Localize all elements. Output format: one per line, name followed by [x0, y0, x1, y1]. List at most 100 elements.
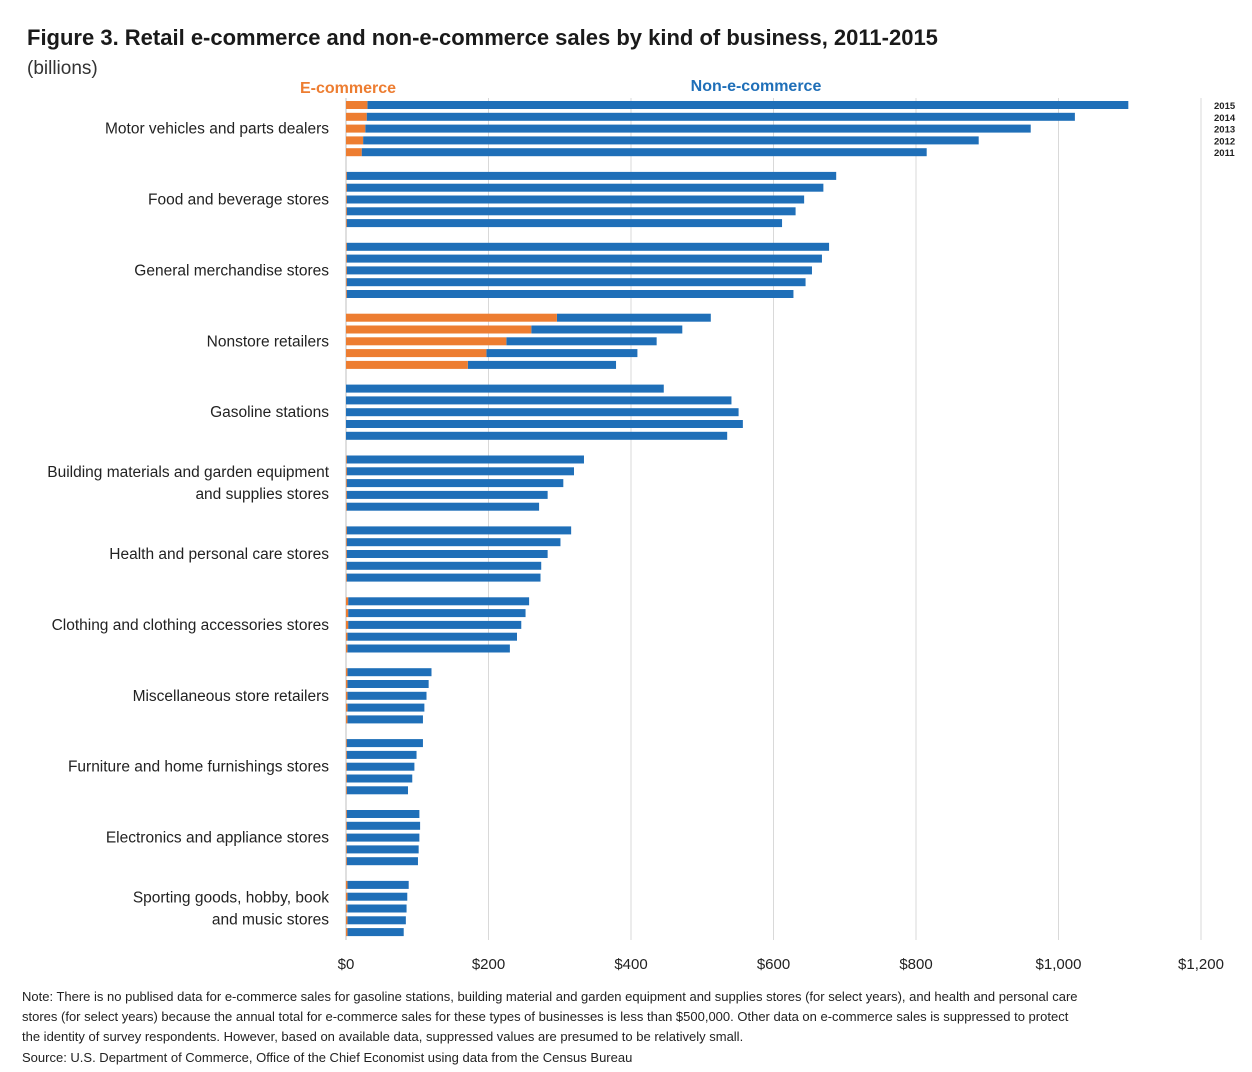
bar-ecommerce — [346, 479, 347, 488]
bar-non-ecommerce — [346, 550, 548, 558]
bar-ecommerce — [346, 550, 347, 558]
bar-non-ecommerce — [346, 833, 420, 842]
bar-non-ecommerce — [346, 254, 822, 263]
bar-non-ecommerce — [346, 384, 664, 393]
category-label: Clothing and clothing accessories stores — [52, 617, 330, 634]
x-tick-label: $1,200 — [1178, 956, 1224, 973]
year-label: 2015 — [1214, 101, 1236, 112]
bar-non-ecommerce — [346, 266, 812, 275]
bar-non-ecommerce — [346, 526, 572, 535]
bar-ecommerce — [346, 136, 364, 145]
bar-non-ecommerce — [348, 597, 530, 606]
bar-ecommerce — [346, 124, 366, 133]
bar-ecommerce — [346, 325, 532, 334]
bar-non-ecommerce — [367, 101, 1129, 109]
category-label: and music stores — [212, 912, 329, 929]
bar-ecommerce — [346, 750, 347, 759]
bar-ecommerce — [346, 620, 349, 629]
bar-ecommerce — [346, 242, 347, 251]
category-label: Food and beverage stores — [148, 192, 329, 209]
note: Note: There is no publised data for e-co… — [22, 989, 1078, 1044]
bar-ecommerce — [346, 668, 348, 677]
bar-non-ecommerce — [347, 904, 407, 913]
category-label: Gasoline stations — [210, 404, 329, 421]
bar-non-ecommerce — [347, 928, 404, 937]
bar-ecommerce — [346, 845, 347, 854]
category-label: Furniture and home furnishings stores — [68, 759, 329, 776]
bar-non-ecommerce — [346, 502, 540, 511]
bar-non-ecommerce — [346, 538, 561, 547]
bar-non-ecommerce — [486, 349, 638, 358]
bar-ecommerce — [346, 455, 347, 464]
bar-non-ecommerce — [346, 810, 420, 818]
bar-ecommerce — [346, 538, 347, 547]
bar-non-ecommerce — [347, 916, 406, 925]
bar-non-ecommerce — [347, 715, 423, 724]
x-tick-label: $600 — [757, 956, 790, 973]
bar-ecommerce — [346, 916, 348, 925]
bar-non-ecommerce — [346, 857, 418, 866]
bar-ecommerce — [346, 786, 347, 795]
bar-non-ecommerce — [531, 325, 683, 334]
bar-non-ecommerce — [346, 431, 728, 440]
bar-ecommerce — [346, 313, 557, 322]
category-labels: Motor vehicles and parts dealers Food and… — [47, 121, 329, 929]
bar-ecommerce — [346, 904, 348, 913]
bar-ecommerce — [346, 171, 347, 180]
bar-non-ecommerce — [347, 691, 427, 700]
bar-non-ecommerce — [346, 171, 837, 180]
x-tick-label: $1,000 — [1036, 956, 1082, 973]
bar-non-ecommerce — [346, 290, 794, 298]
bar-non-ecommerce — [346, 242, 830, 251]
category-label: Building materials and garden equipment — [47, 464, 329, 481]
bar-ecommerce — [346, 349, 487, 358]
bar-ecommerce — [346, 857, 347, 866]
note-line-3: the identity of survey respondents. Howe… — [22, 1029, 743, 1044]
bars — [346, 101, 1129, 937]
bar-ecommerce — [346, 573, 347, 582]
bar-ecommerce — [346, 821, 347, 830]
bar-non-ecommerce — [347, 703, 425, 712]
bar-ecommerce — [346, 680, 348, 688]
category-label: Nonstore retailers — [207, 333, 330, 350]
bar-non-ecommerce — [366, 112, 1075, 121]
bar-ecommerce — [346, 810, 347, 818]
x-axis-ticks: $0 $200 $400 $600 $800 $1,000 $1,200 — [338, 956, 1224, 973]
legend-ecommerce: E-commerce — [300, 80, 396, 97]
bar-ecommerce — [346, 266, 347, 275]
category-label: Health and personal care stores — [109, 546, 329, 563]
bar-ecommerce — [346, 360, 468, 369]
bar-ecommerce — [346, 207, 347, 216]
bar-ecommerce — [346, 337, 507, 346]
bar-non-ecommerce — [346, 207, 796, 216]
category-label: Electronics and appliance stores — [106, 830, 329, 847]
year-label: 2012 — [1214, 136, 1235, 147]
bar-non-ecommerce — [365, 124, 1031, 133]
bar-ecommerce — [346, 609, 349, 618]
bar-ecommerce — [346, 112, 367, 121]
bar-ecommerce — [346, 502, 347, 511]
bar-non-ecommerce — [346, 573, 541, 582]
bar-ecommerce — [346, 644, 348, 653]
bar-ecommerce — [346, 774, 347, 783]
bar-ecommerce — [346, 762, 347, 771]
bar-non-ecommerce — [346, 774, 413, 783]
bar-non-ecommerce — [347, 880, 409, 889]
bar-non-ecommerce — [346, 845, 419, 854]
bar-non-ecommerce — [346, 762, 415, 771]
bar-non-ecommerce — [346, 455, 584, 464]
bar-non-ecommerce — [506, 337, 657, 346]
bar-non-ecommerce — [346, 490, 548, 499]
bar-ecommerce — [346, 278, 347, 287]
chart-subtitle: (billions) — [27, 58, 98, 79]
bar-non-ecommerce — [346, 396, 732, 405]
x-tick-label: $400 — [614, 956, 647, 973]
grid — [345, 98, 1202, 940]
year-label: 2014 — [1214, 113, 1236, 124]
bar-non-ecommerce — [467, 360, 617, 369]
bar-ecommerce — [346, 928, 348, 937]
bar-ecommerce — [346, 739, 347, 748]
bar-ecommerce — [346, 880, 348, 889]
bar-non-ecommerce — [556, 313, 711, 322]
